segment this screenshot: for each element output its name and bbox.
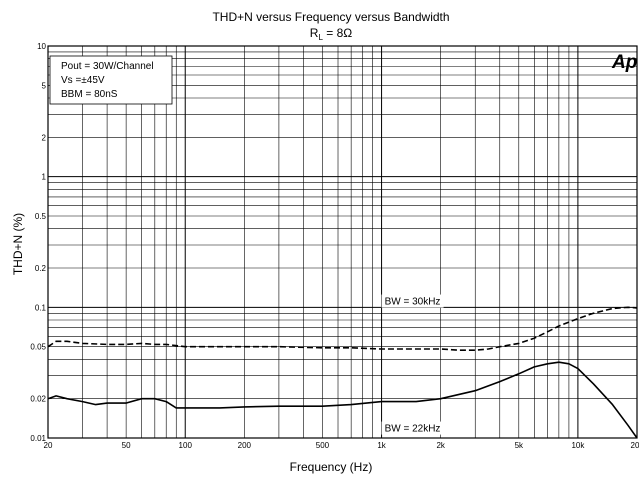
y-tick-label: 0.02 (30, 395, 46, 404)
plot-frame (47, 45, 638, 439)
y-tick-label: 2 (42, 133, 47, 142)
y-tick-label: 1 (42, 173, 47, 182)
x-tick-label: 50 (122, 441, 131, 450)
series-label: BW = 22kHz (385, 424, 441, 435)
y-tick-label: 0.2 (35, 264, 47, 273)
minor-gridlines (48, 46, 637, 438)
condition-pout: Pout = 30W/Channel (61, 61, 154, 72)
y-tick-label: 0.1 (35, 303, 47, 312)
x-tick-label: 2k (436, 441, 445, 450)
chart-subtitle: RL = 8Ω (310, 26, 352, 42)
x-tick-label: 20 (44, 441, 53, 450)
chart-title: THD+N versus Frequency versus Bandwidth (212, 10, 449, 24)
series-label-bg (381, 294, 444, 308)
y-tick-label: 5 (42, 81, 47, 90)
series-labels: BW = 30kHz BW = 22kHz (381, 294, 444, 435)
condition-bbm: BBM = 80nS (61, 89, 118, 100)
series-label-bg (381, 421, 444, 435)
series-line-bw-22khz (47, 361, 638, 439)
x-tick-label: 20k (631, 441, 639, 450)
x-tick-label: 100 (179, 441, 193, 450)
x-tick-label: 1k (377, 441, 386, 450)
y-tick-label: 0.01 (30, 434, 46, 443)
y-tick-label: 0.05 (30, 343, 46, 352)
y-axis-title: THD+N (%) (11, 213, 25, 275)
series-line-bw-30khz (47, 306, 638, 352)
x-tick-label: 10k (571, 441, 585, 450)
major-gridlines (48, 46, 637, 438)
ap-logo: Ap (611, 52, 637, 73)
conditions-box (49, 55, 173, 105)
series-label: BW = 30kHz (385, 297, 441, 308)
x-tick-label: 500 (316, 441, 330, 450)
x-axis-title: Frequency (Hz) (290, 460, 373, 474)
x-tick-labels: 20 50 100 200 500 1k 2k 5k 10k 20k (44, 441, 639, 450)
y-tick-labels: 0.01 0.02 0.05 0.1 0.2 0.5 1 2 5 10 (30, 42, 46, 443)
y-tick-label: 10 (37, 42, 46, 51)
y-tick-label: 0.5 (35, 212, 47, 221)
condition-vs: Vs =±45V (61, 75, 105, 86)
x-tick-label: 5k (515, 441, 524, 450)
series-layer (47, 306, 638, 439)
x-tick-label: 200 (238, 441, 252, 450)
